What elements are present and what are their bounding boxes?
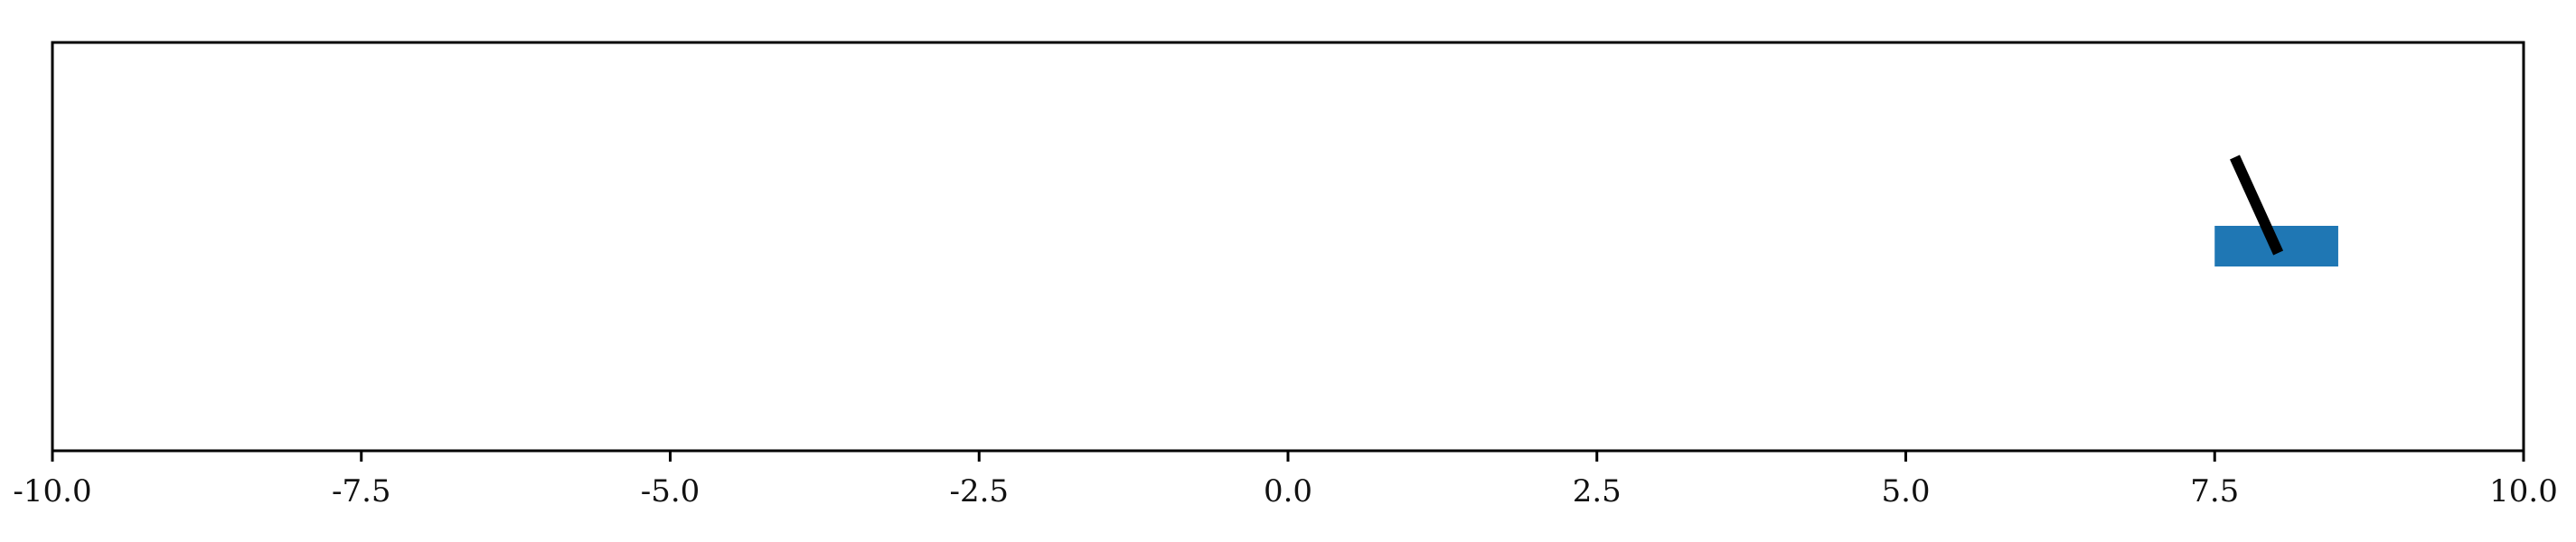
x-axis-ticks: -10.0 -7.5 -5.0 -2.5 0.0 2.5 5.0 7.5 10.0 bbox=[13, 451, 2558, 509]
x-tick-label: -10.0 bbox=[13, 473, 91, 509]
x-tick-label: 10.0 bbox=[2489, 473, 2558, 509]
pole bbox=[2230, 154, 2284, 256]
x-tick-label: 2.5 bbox=[1573, 473, 1622, 509]
x-tick-label: 7.5 bbox=[2190, 473, 2239, 509]
x-tick-label: -7.5 bbox=[332, 473, 391, 509]
x-tick-label: -2.5 bbox=[949, 473, 1009, 509]
x-tick-label: 0.0 bbox=[1264, 473, 1312, 509]
x-tick-label: 5.0 bbox=[1881, 473, 1930, 509]
x-tick-label: -5.0 bbox=[641, 473, 700, 509]
